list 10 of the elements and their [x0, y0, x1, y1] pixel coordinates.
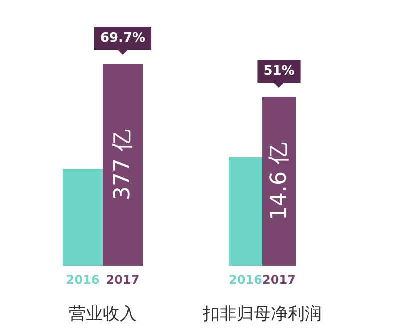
annotation: 51% — [264, 64, 295, 79]
x-tick-label: 2016 — [66, 273, 100, 287]
x-axis-title: 营业收入 — [69, 304, 137, 324]
x-tick-label: 2016 — [229, 273, 262, 287]
x-tick-label: 2017 — [106, 273, 140, 287]
x-axis-title: 扣非归母净利润 — [202, 304, 322, 324]
x-tick-label: 2017 — [262, 273, 296, 287]
annotation: 69.7% — [100, 31, 146, 46]
data-label: 14.6 亿 — [266, 142, 292, 220]
data-label: 377 亿 — [110, 130, 136, 200]
